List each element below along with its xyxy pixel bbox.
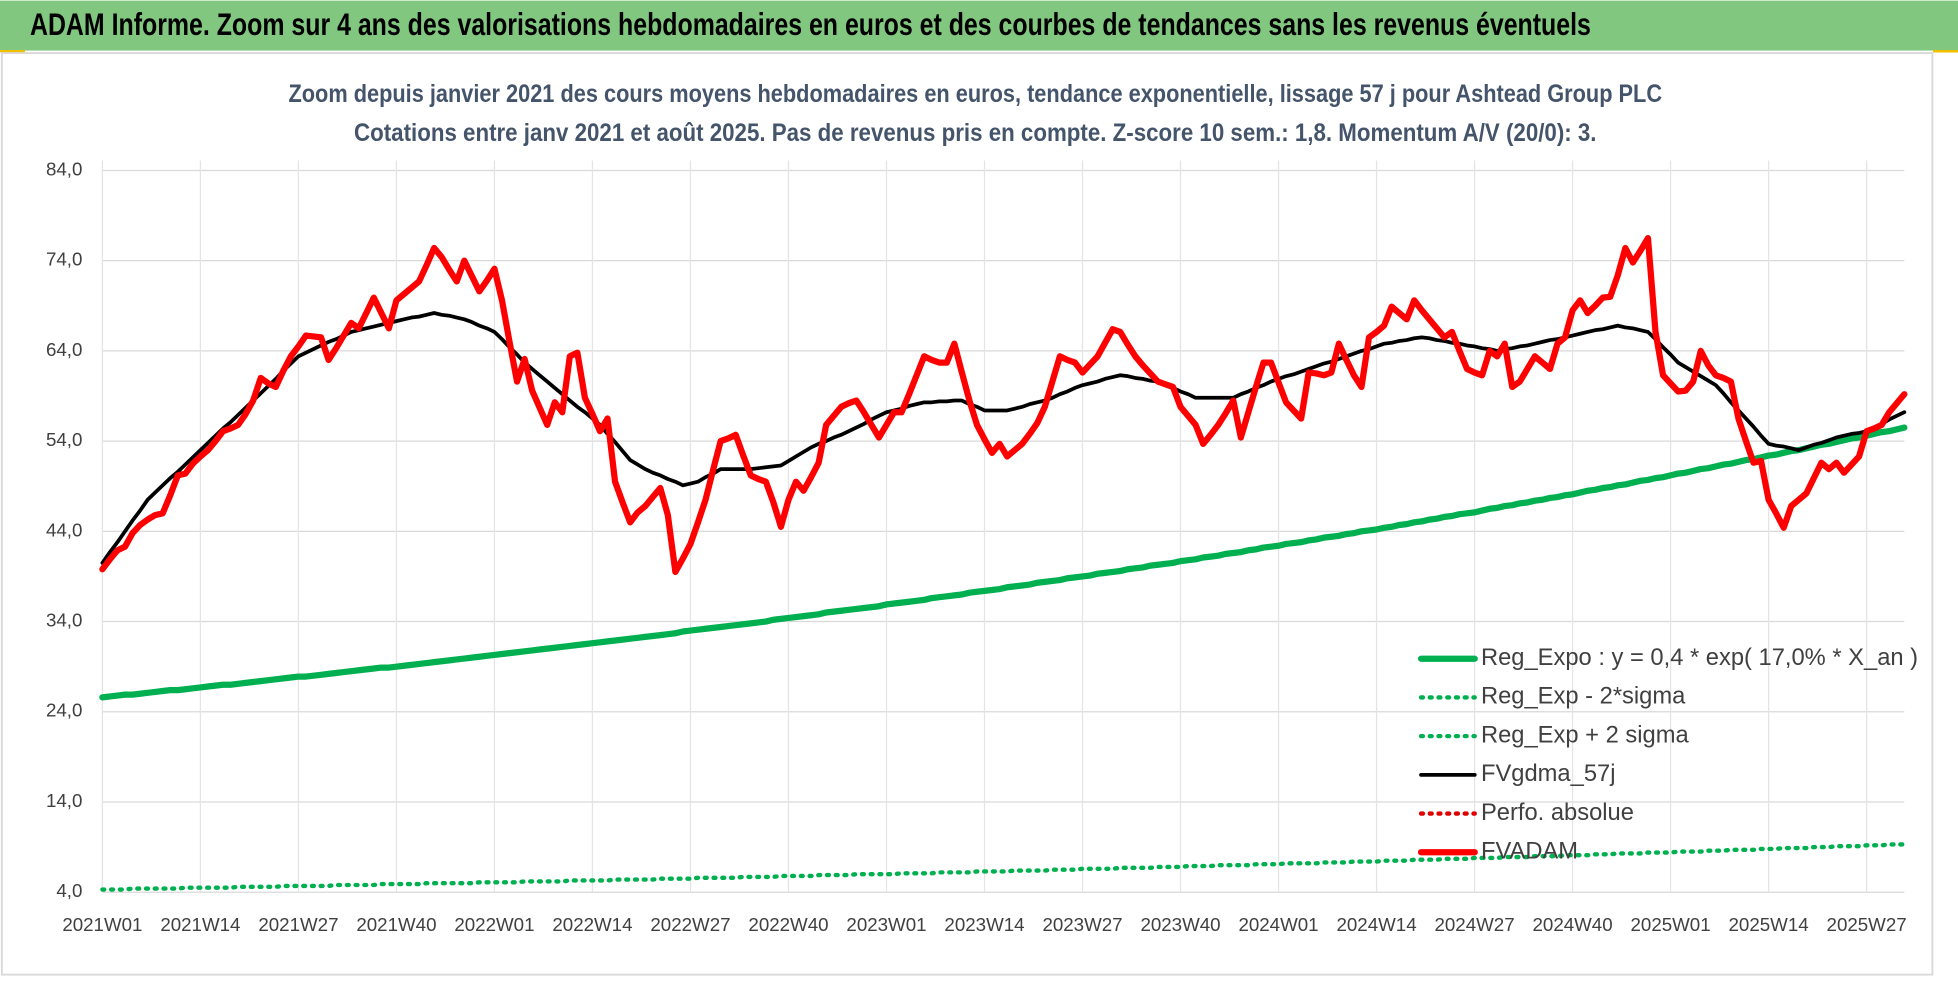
y-tick-label: 44,0 xyxy=(46,519,82,540)
legend-label: Reg_Exp + 2 sigma xyxy=(1481,722,1689,748)
axis-labels: 4,0 14,0 24,0 34,0 44,0 54,0 64,0 74,0 84,0 2021W… xyxy=(46,158,1907,934)
x-tick-label: 2025W01 xyxy=(1631,914,1711,935)
x-tick-label: 2022W01 xyxy=(454,914,534,935)
x-tick-label: 2021W01 xyxy=(62,914,142,935)
y-tick-label: 74,0 xyxy=(46,249,82,270)
legend-label: Perfo. absolue xyxy=(1481,800,1634,826)
chart-title: Zoom depuis janvier 2021 des cours moyen… xyxy=(288,80,1662,108)
legend: Reg_Expo : y = 0,4 * exp( 17,0% * X_an )… xyxy=(1417,645,1918,865)
legend-label: Reg_Expo : y = 0,4 * exp( 17,0% * X_an ) xyxy=(1481,645,1918,671)
series-line xyxy=(100,842,1907,892)
header-title: ADAM Informe. Zoom sur 4 ans des valoris… xyxy=(30,7,1591,42)
x-tick-label: 2024W27 xyxy=(1434,914,1514,935)
x-tick-label: 2021W40 xyxy=(356,914,436,935)
legend-label: Reg_Exp - 2*sigma xyxy=(1481,684,1686,710)
y-tick-label: 84,0 xyxy=(46,158,82,179)
x-tick-label: 2021W27 xyxy=(258,914,338,935)
y-tick-label: 34,0 xyxy=(46,610,82,631)
chart-subtitle: Cotations entre janv 2021 et août 2025. … xyxy=(354,119,1596,147)
x-tick-label: 2024W01 xyxy=(1238,914,1318,935)
x-tick-label: 2023W01 xyxy=(846,914,926,935)
x-tick-label: 2022W27 xyxy=(650,914,730,935)
x-tick-label: 2023W14 xyxy=(944,914,1024,935)
y-tick-label: 24,0 xyxy=(46,700,82,721)
y-tick-label: 64,0 xyxy=(46,339,82,360)
plot-area xyxy=(99,235,1908,892)
series-line xyxy=(99,424,1908,701)
chart-border xyxy=(0,52,1934,976)
x-tick-label: 2025W14 xyxy=(1729,914,1809,935)
x-tick-label: 2025W27 xyxy=(1827,914,1907,935)
series-line xyxy=(100,311,1907,565)
legend-label: FVgdma_57j xyxy=(1481,761,1615,787)
x-tick-label: 2024W14 xyxy=(1336,914,1416,935)
x-tick-label: 2022W40 xyxy=(748,914,828,935)
legend-label: FVADAM xyxy=(1481,839,1578,865)
grid xyxy=(101,160,1905,893)
header-band xyxy=(0,0,1958,51)
x-tick-label: 2022W14 xyxy=(552,914,632,935)
x-tick-label: 2024W40 xyxy=(1533,914,1613,935)
y-tick-label: 54,0 xyxy=(46,429,82,450)
series-line xyxy=(99,235,1908,576)
x-tick-label: 2021W14 xyxy=(160,914,240,935)
x-tick-label: 2023W40 xyxy=(1140,914,1220,935)
x-tick-label: 2023W27 xyxy=(1042,914,1122,935)
y-tick-label: 14,0 xyxy=(46,790,82,811)
y-tick-label: 4,0 xyxy=(56,880,82,901)
